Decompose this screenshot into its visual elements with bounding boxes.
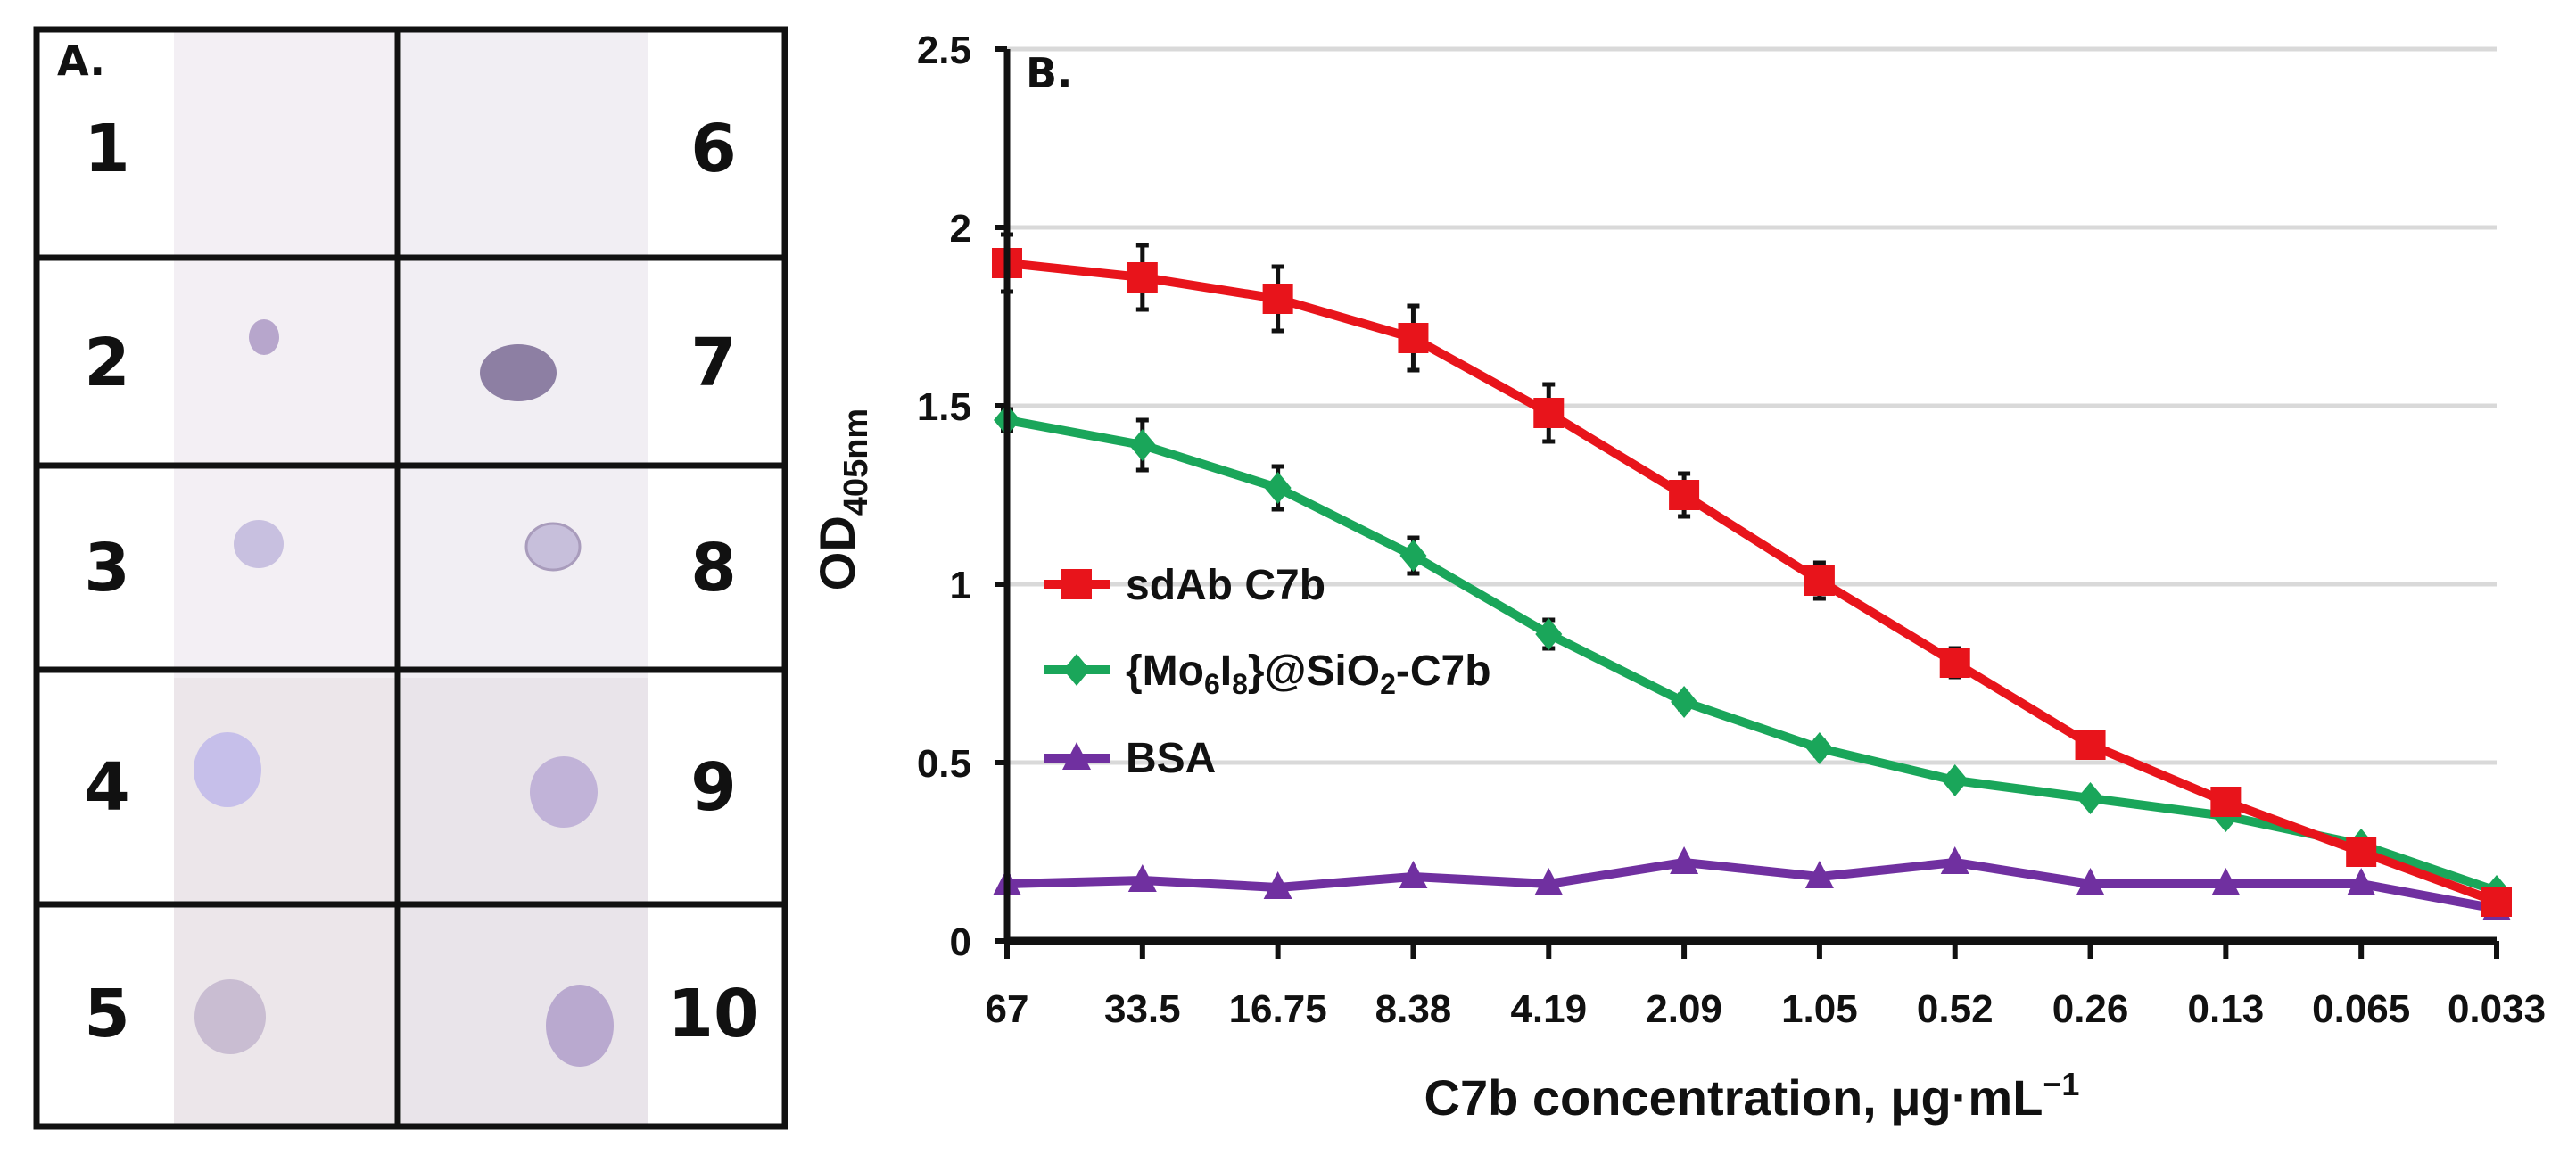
data-point	[1941, 764, 1969, 796]
lane-number: 5	[84, 976, 130, 1052]
data-point	[1805, 732, 1833, 764]
data-point	[1939, 648, 1970, 678]
right-lane-numbers: 6 7 8 9 10	[668, 111, 760, 1052]
x-tick-label: 1.05	[1781, 987, 1858, 1031]
x-label-superscript: −1	[2043, 1066, 2079, 1102]
panel-b-label: B.	[1026, 49, 1073, 97]
data-point	[1399, 861, 1428, 888]
dot-4	[194, 732, 261, 807]
x-tick-label: 0.52	[1917, 987, 1994, 1031]
x-label-main: C7b concentration, μg·mL	[1424, 1069, 2043, 1126]
series-square	[992, 232, 2512, 917]
data-point	[1940, 846, 1969, 874]
legend: sdAb C7b {Mo6I8}@SiO2-C7b BSA	[1044, 562, 1491, 782]
series-triangle	[993, 846, 2511, 920]
lane-number: 7	[690, 325, 737, 401]
legend-label-bsa: BSA	[1126, 735, 1216, 782]
dot-2	[249, 319, 279, 355]
data-point	[1670, 846, 1699, 874]
data-point	[1398, 323, 1429, 353]
panel-a-dot-blot: A. 1 2 3 4 5 6 7 8 9 10	[33, 26, 788, 1130]
panel-b-chart: 0 0.5 1 1.5 2 2.5 67 33.5 16.75 8.38 4.19 2.09 1.05…	[809, 29, 2546, 1126]
x-tick-label: 0.13	[2188, 987, 2265, 1031]
y-tick-labels: 0 0.5 1 1.5 2 2.5	[917, 29, 971, 964]
x-tick-label: 0.033	[2448, 987, 2546, 1031]
dot-5	[194, 979, 266, 1054]
data-point	[1263, 871, 1292, 899]
y-tick-label: 1	[950, 564, 971, 607]
data-point	[1399, 540, 1427, 572]
y-tick-label: 2	[950, 207, 971, 251]
data-point	[1128, 429, 1156, 461]
data-point	[1534, 868, 1564, 895]
data-point	[2481, 887, 2512, 917]
data-point	[1804, 565, 1835, 596]
y-tick-label: 2.5	[917, 29, 971, 72]
lane-number: 2	[84, 325, 130, 401]
lane-number: 1	[84, 111, 130, 187]
series-diamond	[994, 404, 2510, 907]
lane-number: 3	[84, 530, 130, 606]
series-group	[992, 232, 2512, 920]
data-point	[1535, 618, 1563, 650]
x-tick-labels: 67 33.5 16.75 8.38 4.19 2.09 1.05 0.52 0.26 0.13 0…	[986, 941, 2546, 1031]
data-point	[1264, 472, 1292, 504]
y-tick-label: 1.5	[917, 385, 971, 429]
x-tick-label: 0.26	[2052, 987, 2129, 1031]
grid-lines	[33, 26, 788, 1130]
y-label-subscript: 405nm	[838, 408, 875, 516]
data-point	[1127, 864, 1157, 892]
data-point	[1669, 480, 1700, 510]
lane-number: 10	[668, 976, 760, 1052]
y-label-main: OD	[809, 516, 865, 590]
y-tick-label: 0	[950, 920, 971, 964]
y-axis-label: OD405nm	[809, 408, 875, 590]
legend-label-sdab: sdAb C7b	[1126, 562, 1325, 609]
panel-a-label: A.	[57, 37, 105, 85]
series-line	[1006, 858, 2498, 913]
x-tick-label: 16.75	[1229, 987, 1327, 1031]
dot-7	[480, 344, 557, 401]
x-tick-label: 2.09	[1646, 987, 1722, 1031]
data-point	[1127, 262, 1158, 293]
left-lane-numbers: 1 2 3 4 5	[84, 111, 130, 1052]
x-axis-label: C7b concentration, μg·mL−1	[1424, 1066, 2080, 1126]
x-tick-label: 33.5	[1104, 987, 1181, 1031]
data-point	[1262, 284, 1293, 314]
data-point	[2210, 787, 2242, 817]
lane-number: 8	[690, 530, 737, 606]
x-tick-label: 8.38	[1375, 987, 1452, 1031]
data-point	[2347, 868, 2376, 895]
dot-10	[546, 985, 614, 1067]
data-point	[2346, 837, 2377, 867]
x-tick-label: 0.065	[2312, 987, 2410, 1031]
dot-8	[524, 522, 582, 572]
membrane-shade-right	[401, 678, 648, 1124]
data-point	[2076, 782, 2104, 814]
data-point	[1671, 686, 1698, 718]
series-line	[1006, 416, 2498, 895]
x-tick-label: 4.19	[1510, 987, 1587, 1031]
lane-number: 4	[84, 749, 130, 826]
data-point	[2211, 868, 2241, 895]
legend-marker	[1061, 569, 1092, 599]
legend-label-mo6i8-sio2: {Mo6I8}@SiO2-C7b	[1126, 648, 1491, 700]
legend-marker	[1063, 654, 1090, 686]
x-tick-label: 67	[986, 987, 1029, 1031]
y-tick-label: 0.5	[917, 742, 971, 786]
gridlines	[995, 46, 2497, 944]
lane-number: 9	[690, 749, 737, 826]
legend-marker	[1062, 742, 1091, 770]
data-point	[1533, 398, 1565, 428]
dot-9	[530, 756, 598, 828]
series-line	[1006, 259, 2498, 906]
data-point	[1804, 861, 1834, 888]
data-point	[2076, 868, 2105, 895]
lane-number: 6	[690, 111, 737, 187]
dot-3	[234, 520, 284, 568]
data-point	[2075, 730, 2106, 760]
